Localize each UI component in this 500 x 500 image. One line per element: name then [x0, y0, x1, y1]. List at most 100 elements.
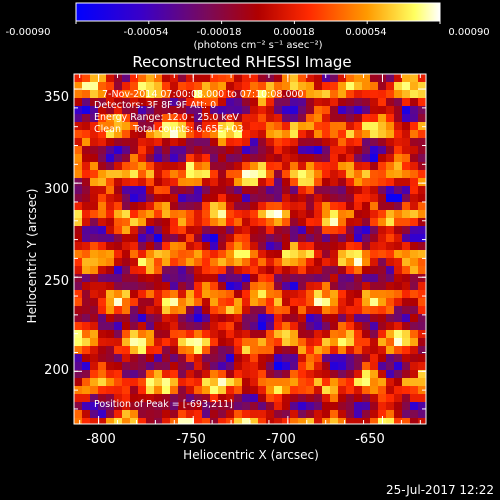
heatmap-cell	[74, 138, 82, 146]
heatmap-cell	[162, 90, 170, 98]
heatmap-cell	[90, 122, 98, 130]
heatmap-cell	[282, 234, 290, 242]
heatmap-cell	[378, 154, 386, 162]
heatmap-cell	[354, 314, 362, 322]
heatmap-cell	[354, 210, 362, 218]
heatmap-cell	[114, 154, 122, 162]
heatmap-cell	[218, 202, 226, 210]
heatmap-cell	[154, 106, 162, 114]
heatmap-cell	[226, 290, 234, 298]
heatmap-cell	[250, 306, 258, 314]
heatmap-cell	[194, 298, 202, 306]
heatmap-cell	[162, 298, 170, 306]
y-tick-label: 250	[44, 274, 69, 289]
heatmap-cell	[122, 162, 130, 170]
heatmap-cell	[322, 194, 330, 202]
heatmap-cell	[234, 378, 242, 386]
heatmap-cell	[138, 402, 146, 410]
heatmap-cell	[298, 282, 306, 290]
heatmap-cell	[314, 378, 322, 386]
heatmap-cell	[330, 154, 338, 162]
heatmap-cell	[162, 290, 170, 298]
heatmap-cell	[122, 306, 130, 314]
heatmap-cell	[282, 82, 290, 90]
heatmap-cell	[106, 394, 114, 402]
heatmap-cell	[418, 74, 426, 82]
heatmap-cell	[226, 146, 234, 154]
heatmap-cell	[298, 338, 306, 346]
heatmap-cell	[274, 194, 282, 202]
heatmap-cell	[298, 90, 306, 98]
heatmap-cell	[258, 186, 266, 194]
heatmap-cell	[346, 82, 354, 90]
heatmap-cell	[386, 146, 394, 154]
heatmap-cell	[130, 90, 138, 98]
heatmap-cell	[258, 194, 266, 202]
heatmap-cell	[370, 82, 378, 90]
heatmap-cell	[106, 258, 114, 266]
heatmap-cell	[386, 354, 394, 362]
heatmap-cell	[338, 130, 346, 138]
heatmap-cell	[98, 74, 106, 82]
heatmap-cell	[306, 250, 314, 258]
heatmap-cell	[186, 82, 194, 90]
heatmap-cell	[354, 194, 362, 202]
heatmap-cell	[346, 114, 354, 122]
heatmap-cell	[106, 290, 114, 298]
heatmap-cell	[82, 74, 90, 82]
heatmap-cell	[202, 314, 210, 322]
heatmap-cell	[82, 186, 90, 194]
heatmap-cell	[354, 154, 362, 162]
heatmap-cell	[178, 202, 186, 210]
heatmap-cell	[314, 82, 322, 90]
heatmap-cell	[218, 106, 226, 114]
heatmap-cell	[378, 410, 386, 418]
heatmap-cell	[242, 322, 250, 330]
heatmap-cell	[298, 130, 306, 138]
heatmap-cell	[250, 410, 258, 418]
heatmap-cell	[418, 154, 426, 162]
heatmap-cell	[282, 266, 290, 274]
heatmap-cell	[162, 162, 170, 170]
heatmap-cell	[154, 242, 162, 250]
heatmap-cell	[154, 338, 162, 346]
heatmap-cell	[354, 74, 362, 82]
heatmap-cell	[330, 378, 338, 386]
heatmap-cell	[170, 266, 178, 274]
heatmap-cell	[122, 362, 130, 370]
heatmap-cell	[386, 314, 394, 322]
heatmap-cell	[274, 186, 282, 194]
heatmap-cell	[234, 98, 242, 106]
heatmap-cell	[418, 258, 426, 266]
heatmap-cell	[218, 90, 226, 98]
heatmap-cell	[162, 282, 170, 290]
heatmap-cell	[146, 418, 154, 424]
heatmap-cell	[282, 98, 290, 106]
heatmap-cell	[114, 306, 122, 314]
heatmap-cell	[378, 354, 386, 362]
heatmap-cell	[370, 226, 378, 234]
heatmap-cell	[330, 346, 338, 354]
heatmap-cell	[202, 202, 210, 210]
heatmap-cell	[202, 186, 210, 194]
heatmap-cell	[266, 362, 274, 370]
heatmap-cell	[314, 90, 322, 98]
heatmap-cell	[298, 178, 306, 186]
heatmap-cell	[322, 154, 330, 162]
heatmap-cell	[130, 306, 138, 314]
heatmap-cell	[178, 234, 186, 242]
heatmap-cell	[274, 114, 282, 122]
heatmap-cell	[410, 418, 418, 424]
heatmap-cell	[330, 210, 338, 218]
heatmap-cell	[202, 130, 210, 138]
heatmap-cell	[258, 370, 266, 378]
heatmap-cell	[138, 82, 146, 90]
heatmap-cell	[82, 306, 90, 314]
heatmap-cell	[170, 410, 178, 418]
heatmap-cell	[114, 338, 122, 346]
heatmap-cell	[138, 202, 146, 210]
heatmap-cell	[314, 330, 322, 338]
heatmap-cell	[362, 274, 370, 282]
heatmap-cell	[202, 274, 210, 282]
heatmap-cell	[154, 274, 162, 282]
